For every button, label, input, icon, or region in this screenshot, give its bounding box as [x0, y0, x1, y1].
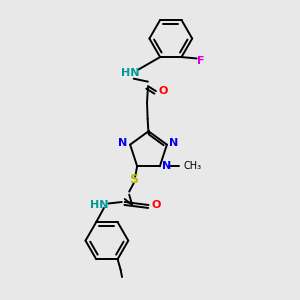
Text: O: O — [151, 200, 160, 210]
Text: N: N — [118, 138, 127, 148]
Text: F: F — [197, 56, 205, 66]
Text: HN: HN — [90, 200, 108, 210]
Text: N: N — [162, 161, 171, 171]
Text: CH₃: CH₃ — [184, 161, 202, 171]
Text: N: N — [169, 138, 178, 148]
Text: O: O — [159, 86, 168, 96]
Text: S: S — [129, 173, 138, 186]
Text: HN: HN — [122, 68, 140, 78]
